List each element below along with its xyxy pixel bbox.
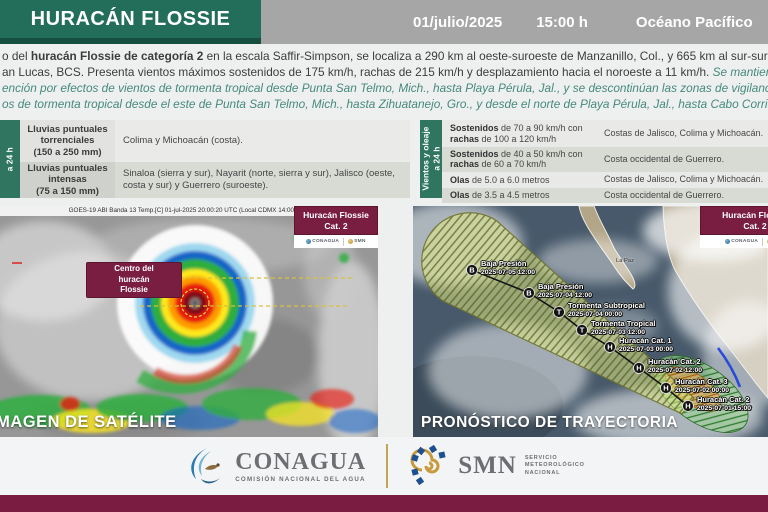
marker-letter: H [663, 384, 668, 393]
trajectory-image-title: PRONÓSTICO DE TRAYECTORIA [421, 414, 679, 431]
warning-zones [653, 355, 749, 433]
marker-letter: T [580, 326, 585, 335]
wave-desc-cell: Olas de 3.5 a 4.5 metros [450, 190, 550, 201]
wave-desc-cell: Olas de 5.0 a 6.0 metros [450, 174, 550, 185]
hurricane-center-label: Centro del huracán Flossie [86, 262, 182, 298]
marker-letter: B [469, 266, 475, 275]
advisory-line-4: os de tormenta tropical desde el este de… [2, 97, 768, 111]
table-row: Olas de 5.0 a 6.0 metros Costas de Jalis… [442, 171, 768, 188]
city-label: Guadalajara [721, 404, 753, 410]
wave-areas-cell: Costa occidental de Guerrero. [604, 189, 725, 200]
rain-areas-cell: Colima y Michoacán (costa). [123, 135, 243, 147]
header-meta-bar: 01/julio/2025 15:00 h Océano Pacífico [261, 0, 768, 44]
logo-divider [386, 444, 389, 488]
coastal-warning-line [716, 347, 742, 388]
divider [762, 237, 764, 246]
advisory-line-3: ención por efectos de vientos de torment… [2, 81, 768, 95]
center-annotation-lines [12, 262, 352, 318]
track-point-label: Baja Presión 2025-07-04 12:00 [538, 282, 593, 299]
marker-letter: B [526, 289, 532, 298]
track-point-label: Huracán Cat. 2 2025-07-01 15:00 [697, 395, 752, 412]
track-point-label: Huracán Cat. 2 2025-07-02 12:00 [648, 357, 703, 374]
track-markers: H H H H T T B B [466, 264, 694, 412]
divider [343, 237, 345, 246]
footer-maroon-bar [0, 495, 768, 512]
rain-table: a 24 h Lluvias puntuales torrenciales (1… [0, 120, 410, 198]
marker-letter: H [685, 402, 690, 411]
smn-mini-logo: SMN [348, 239, 366, 245]
satellite-image: GOES-19 ABI Banda 13 Temp.[C] 01-jul-202… [0, 206, 378, 437]
trajectory-map: H H H H T T B B Huracán Cat. 2 2025-07-01… [413, 206, 768, 437]
satellite-caption: GOES-19 ABI Banda 13 Temp.[C] 01-jul-202… [0, 206, 378, 216]
table-row: Sostenidos de 40 a 50 km/h con rachas de… [442, 147, 768, 172]
wind-areas-cell: Costas de Jalisco, Colima y Michoacán. [604, 127, 764, 138]
track-point-label: Tormenta Subtropical 2025-07-04 00:00 [568, 301, 645, 318]
header-title-bar: HURACÁN FLOSSIE [0, 0, 261, 38]
satellite-graphic [0, 216, 378, 437]
rain-type-cell: Lluvias puntuales torrenciales (150 a 25… [20, 120, 115, 162]
conagua-icon [306, 239, 312, 245]
advisory-paragraph: o del huracán Flossie de categoría 2 en … [0, 49, 768, 117]
smn-logo: SMN SERVICIO METEOROLÓGICO NACIONAL [408, 445, 584, 487]
city-label: La Paz [616, 258, 635, 264]
advisory-line-2: an Lucas, BCS. Presenta vientos máximos … [2, 65, 768, 79]
advisory-line-1: o del huracán Flossie de categoría 2 en … [2, 49, 768, 63]
table-row: Sostenidos de 70 a 90 km/h con rachas de… [442, 120, 768, 147]
conagua-icon [725, 239, 731, 245]
marker-letter: H [607, 343, 612, 352]
header-time: 15:00 h [536, 13, 588, 31]
conagua-mini-logo: CONAGUA [306, 239, 339, 245]
storm-badge: Huracán Flossie Cat. 2 CONAGUA SMN [700, 206, 768, 249]
conagua-subtitle: COMISIÓN NACIONAL DEL AGUA [235, 476, 366, 483]
smn-icon [348, 239, 354, 245]
rain-table-side-bar: a 24 h [0, 120, 20, 198]
track-point-label: Baja Presión 2025-07-05 12:00 [481, 259, 536, 276]
header-date: 01/julio/2025 [413, 13, 503, 31]
storm-badge: Huracán Flossie Cat. 2 CONAGUA SMN [294, 206, 378, 249]
wave-areas-cell: Costas de Jalisco, Colima y Michoacán. [604, 174, 764, 185]
rain-areas-cell: Sinaloa (sierra y sur), Nayarit (norte, … [123, 168, 395, 191]
conagua-mini-logo: CONAGUA [725, 239, 758, 245]
wind-areas-cell: Costa occidental de Guerrero. [604, 153, 725, 164]
conagua-water-icon [191, 448, 221, 484]
header-ocean: Océano Pacífico [635, 13, 753, 31]
table-row: Lluvias puntuales torrenciales (150 a 25… [20, 120, 410, 162]
smn-wordmark: SMN [458, 452, 517, 479]
table-row: Olas de 3.5 a 4.5 metros Costa occidenta… [442, 187, 768, 203]
smn-subtitle: SERVICIO METEOROLÓGICO NACIONAL [524, 454, 585, 476]
wind-table-side-label: Vientos y oleaje a 24 h [420, 126, 442, 192]
wind-desc-cell: Sostenidos de 40 a 50 km/h con rachas de… [450, 149, 583, 170]
wind-desc-cell: Sostenidos de 70 a 90 km/h con rachas de… [450, 123, 583, 144]
conagua-wordmark: CONAGUA [235, 449, 367, 475]
track-point-label: Huracán Cat. 3 2025-07-02 00:00 [675, 377, 730, 394]
rain-type-cell: Lluvias puntuales intensas (75 a 150 mm) [20, 162, 115, 198]
track-point-label: Huracán Cat. 1 2025-07-03 00:00 [619, 336, 674, 353]
marker-letter: H [636, 364, 641, 373]
satellite-image-title: IMAGEN DE SATÉLITE [0, 413, 177, 431]
track-point-label: Tormenta Tropical 2025-07-03 12:00 [591, 319, 656, 336]
rain-table-side-label: a 24 h [4, 146, 15, 172]
marker-letter: T [557, 308, 562, 317]
header-title-bar-shadow [0, 38, 261, 44]
conagua-logo: CONAGUA COMISIÓN NACIONAL DEL AGUA [183, 445, 366, 487]
footer-logos: CONAGUA COMISIÓN NACIONAL DEL AGUA SMN S… [0, 437, 768, 495]
wind-table: Vientos y oleaje a 24 h Sostenidos de 70… [420, 120, 768, 203]
page-title: HURACÁN FLOSSIE [30, 7, 231, 30]
wind-table-side-bar: Vientos y oleaje a 24 h [420, 120, 442, 198]
smn-spiral-icon [410, 445, 446, 486]
table-row: Lluvias puntuales intensas (75 a 150 mm)… [20, 162, 410, 198]
